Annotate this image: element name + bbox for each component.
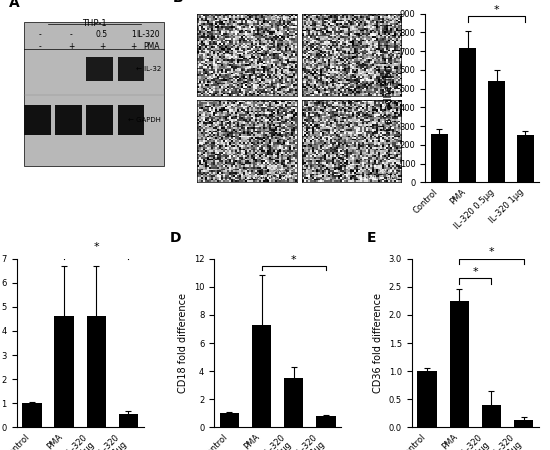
Text: -: - [39, 42, 41, 51]
Bar [87, 316, 106, 428]
Text: B: B [172, 0, 183, 5]
Text: -: - [69, 31, 72, 40]
Text: PMA: PMA [143, 42, 160, 51]
Text: *: * [488, 248, 494, 257]
FancyBboxPatch shape [24, 22, 164, 166]
Bar [118, 58, 144, 81]
Bar [24, 105, 51, 135]
Text: *: * [472, 267, 478, 277]
Text: *: * [94, 243, 99, 252]
Bar [54, 316, 74, 428]
Bar [316, 416, 336, 427]
Bar [56, 105, 82, 135]
Text: +: + [99, 42, 105, 51]
Bar [86, 58, 113, 81]
Text: +: + [130, 42, 136, 51]
Bar [514, 420, 533, 427]
Bar [118, 105, 144, 135]
Y-axis label: Cell adhesion: Cell adhesion [384, 65, 394, 131]
Text: Control: Control [271, 16, 294, 21]
Text: ← GAPDH: ← GAPDH [128, 117, 161, 123]
Text: THP-1: THP-1 [82, 18, 107, 27]
Text: *: * [494, 5, 499, 15]
Bar [459, 48, 476, 183]
Text: A: A [9, 0, 19, 10]
Bar [482, 405, 501, 428]
Y-axis label: CD18 fold difference: CD18 fold difference [178, 293, 188, 393]
Bar [284, 378, 304, 428]
Bar [516, 135, 534, 183]
Text: PMA +
IL-320 (0.5 μM): PMA + IL-320 (0.5 μM) [246, 169, 294, 180]
Text: ← IL-32: ← IL-32 [136, 66, 161, 72]
Bar [417, 371, 437, 428]
Text: D: D [169, 231, 181, 245]
Bar [252, 325, 271, 428]
Bar [431, 134, 448, 183]
Bar [119, 414, 138, 427]
Bar [449, 301, 469, 428]
Bar [220, 414, 239, 428]
Bar [23, 403, 42, 427]
Text: PMA +
IL-320 (1 μM): PMA + IL-320 (1 μM) [357, 169, 399, 180]
Text: *: * [291, 255, 296, 265]
Bar [86, 105, 113, 135]
Bar [488, 81, 505, 183]
Text: 0.5: 0.5 [96, 31, 108, 40]
Text: PMA: PMA [385, 16, 399, 21]
Text: E: E [367, 231, 376, 245]
Text: IL-320: IL-320 [136, 31, 160, 40]
Text: -: - [39, 31, 41, 40]
Text: 1: 1 [131, 31, 135, 40]
Y-axis label: CD36 fold difference: CD36 fold difference [373, 293, 383, 393]
Text: +: + [68, 42, 74, 51]
